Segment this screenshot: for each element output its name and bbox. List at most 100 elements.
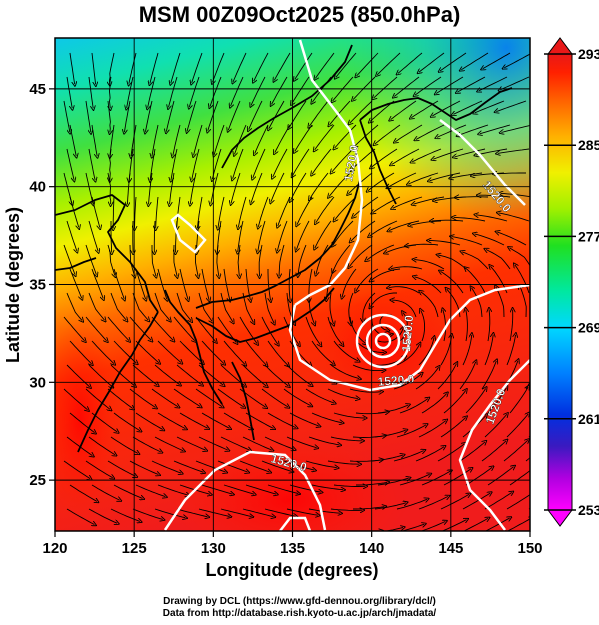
streamline xyxy=(173,388,200,407)
streamline xyxy=(132,364,157,385)
streamline xyxy=(488,310,490,342)
streamline xyxy=(374,430,406,438)
streamline xyxy=(532,387,550,413)
streamline xyxy=(113,340,136,363)
streamline xyxy=(416,124,445,140)
streamline xyxy=(223,412,251,429)
streamline xyxy=(418,338,434,366)
streamline xyxy=(506,335,516,366)
streamline xyxy=(264,436,294,449)
streamline xyxy=(113,484,143,498)
streamline xyxy=(327,316,342,345)
streamline xyxy=(110,436,138,453)
streamline xyxy=(88,292,105,320)
streamline xyxy=(357,52,379,76)
streamline xyxy=(430,172,461,181)
streamline xyxy=(437,444,464,462)
streamline xyxy=(267,412,296,428)
streamline xyxy=(289,340,310,365)
streamline xyxy=(351,148,376,170)
streamline xyxy=(305,460,337,468)
streamline xyxy=(308,436,339,445)
streamline xyxy=(289,484,321,492)
streamline xyxy=(242,508,274,517)
streamline xyxy=(520,287,527,318)
streamline xyxy=(262,533,293,539)
streamline xyxy=(457,197,489,198)
streamline xyxy=(509,387,528,414)
streamline xyxy=(231,172,241,203)
streamline xyxy=(327,460,359,464)
streamline xyxy=(443,390,466,414)
streamline xyxy=(69,340,92,364)
streamline xyxy=(220,436,250,450)
streamline xyxy=(389,220,420,231)
streamline xyxy=(515,265,530,294)
streamline xyxy=(479,195,511,197)
colorbar-tick-label: 285 xyxy=(578,137,599,153)
streamline xyxy=(66,508,94,525)
streamline xyxy=(312,148,332,174)
streamline xyxy=(151,245,156,276)
streamline xyxy=(413,196,445,204)
streamline xyxy=(85,100,91,132)
streamline xyxy=(400,524,424,531)
streamline xyxy=(480,124,511,134)
x-tick-label: 125 xyxy=(122,540,147,557)
streamline xyxy=(371,268,401,280)
streamline xyxy=(217,244,219,276)
streamline xyxy=(391,100,417,120)
streamline xyxy=(113,268,124,299)
streamline xyxy=(438,255,467,270)
streamline xyxy=(179,340,203,363)
contour-label: 1520.0 xyxy=(341,144,361,183)
streamline xyxy=(309,100,329,126)
streamline xyxy=(433,148,464,159)
streamline xyxy=(484,335,493,366)
streamline xyxy=(157,412,185,429)
streamline xyxy=(113,412,140,431)
streamline xyxy=(472,288,483,318)
streamline xyxy=(377,478,409,486)
streamline xyxy=(373,196,401,213)
streamline xyxy=(267,484,298,494)
streamline xyxy=(235,124,247,154)
streamline xyxy=(91,484,120,500)
streamline xyxy=(129,52,137,84)
streamline xyxy=(525,381,530,390)
streamline xyxy=(135,484,165,497)
streamline xyxy=(315,124,335,150)
streamline xyxy=(421,292,439,318)
x-tick-label: 140 xyxy=(359,540,384,557)
streamline xyxy=(171,52,181,83)
streamline xyxy=(86,533,115,546)
y-axis-label: Latitude (degrees) xyxy=(3,207,23,363)
streamline xyxy=(308,508,340,513)
streamline xyxy=(69,124,76,156)
streamline xyxy=(107,172,111,204)
streamline xyxy=(69,268,82,298)
streamline xyxy=(107,316,129,341)
streamline xyxy=(228,100,241,130)
streamline xyxy=(272,76,288,104)
streamline xyxy=(440,418,466,438)
streamline xyxy=(173,244,177,276)
y-tick-label: 35 xyxy=(29,277,46,294)
streamline xyxy=(259,244,263,276)
streamline xyxy=(189,76,200,107)
streamline xyxy=(415,76,442,95)
streamline xyxy=(421,394,447,414)
streamline xyxy=(504,53,530,68)
streamline xyxy=(132,292,148,320)
streamline xyxy=(328,533,359,534)
streamline xyxy=(392,148,420,165)
streamline xyxy=(110,292,126,320)
streamline xyxy=(329,172,351,197)
streamline xyxy=(258,196,269,227)
streamline xyxy=(201,484,232,494)
streamline xyxy=(198,508,230,517)
streamline xyxy=(399,313,408,342)
streamline xyxy=(329,292,334,324)
streamline xyxy=(174,533,205,539)
